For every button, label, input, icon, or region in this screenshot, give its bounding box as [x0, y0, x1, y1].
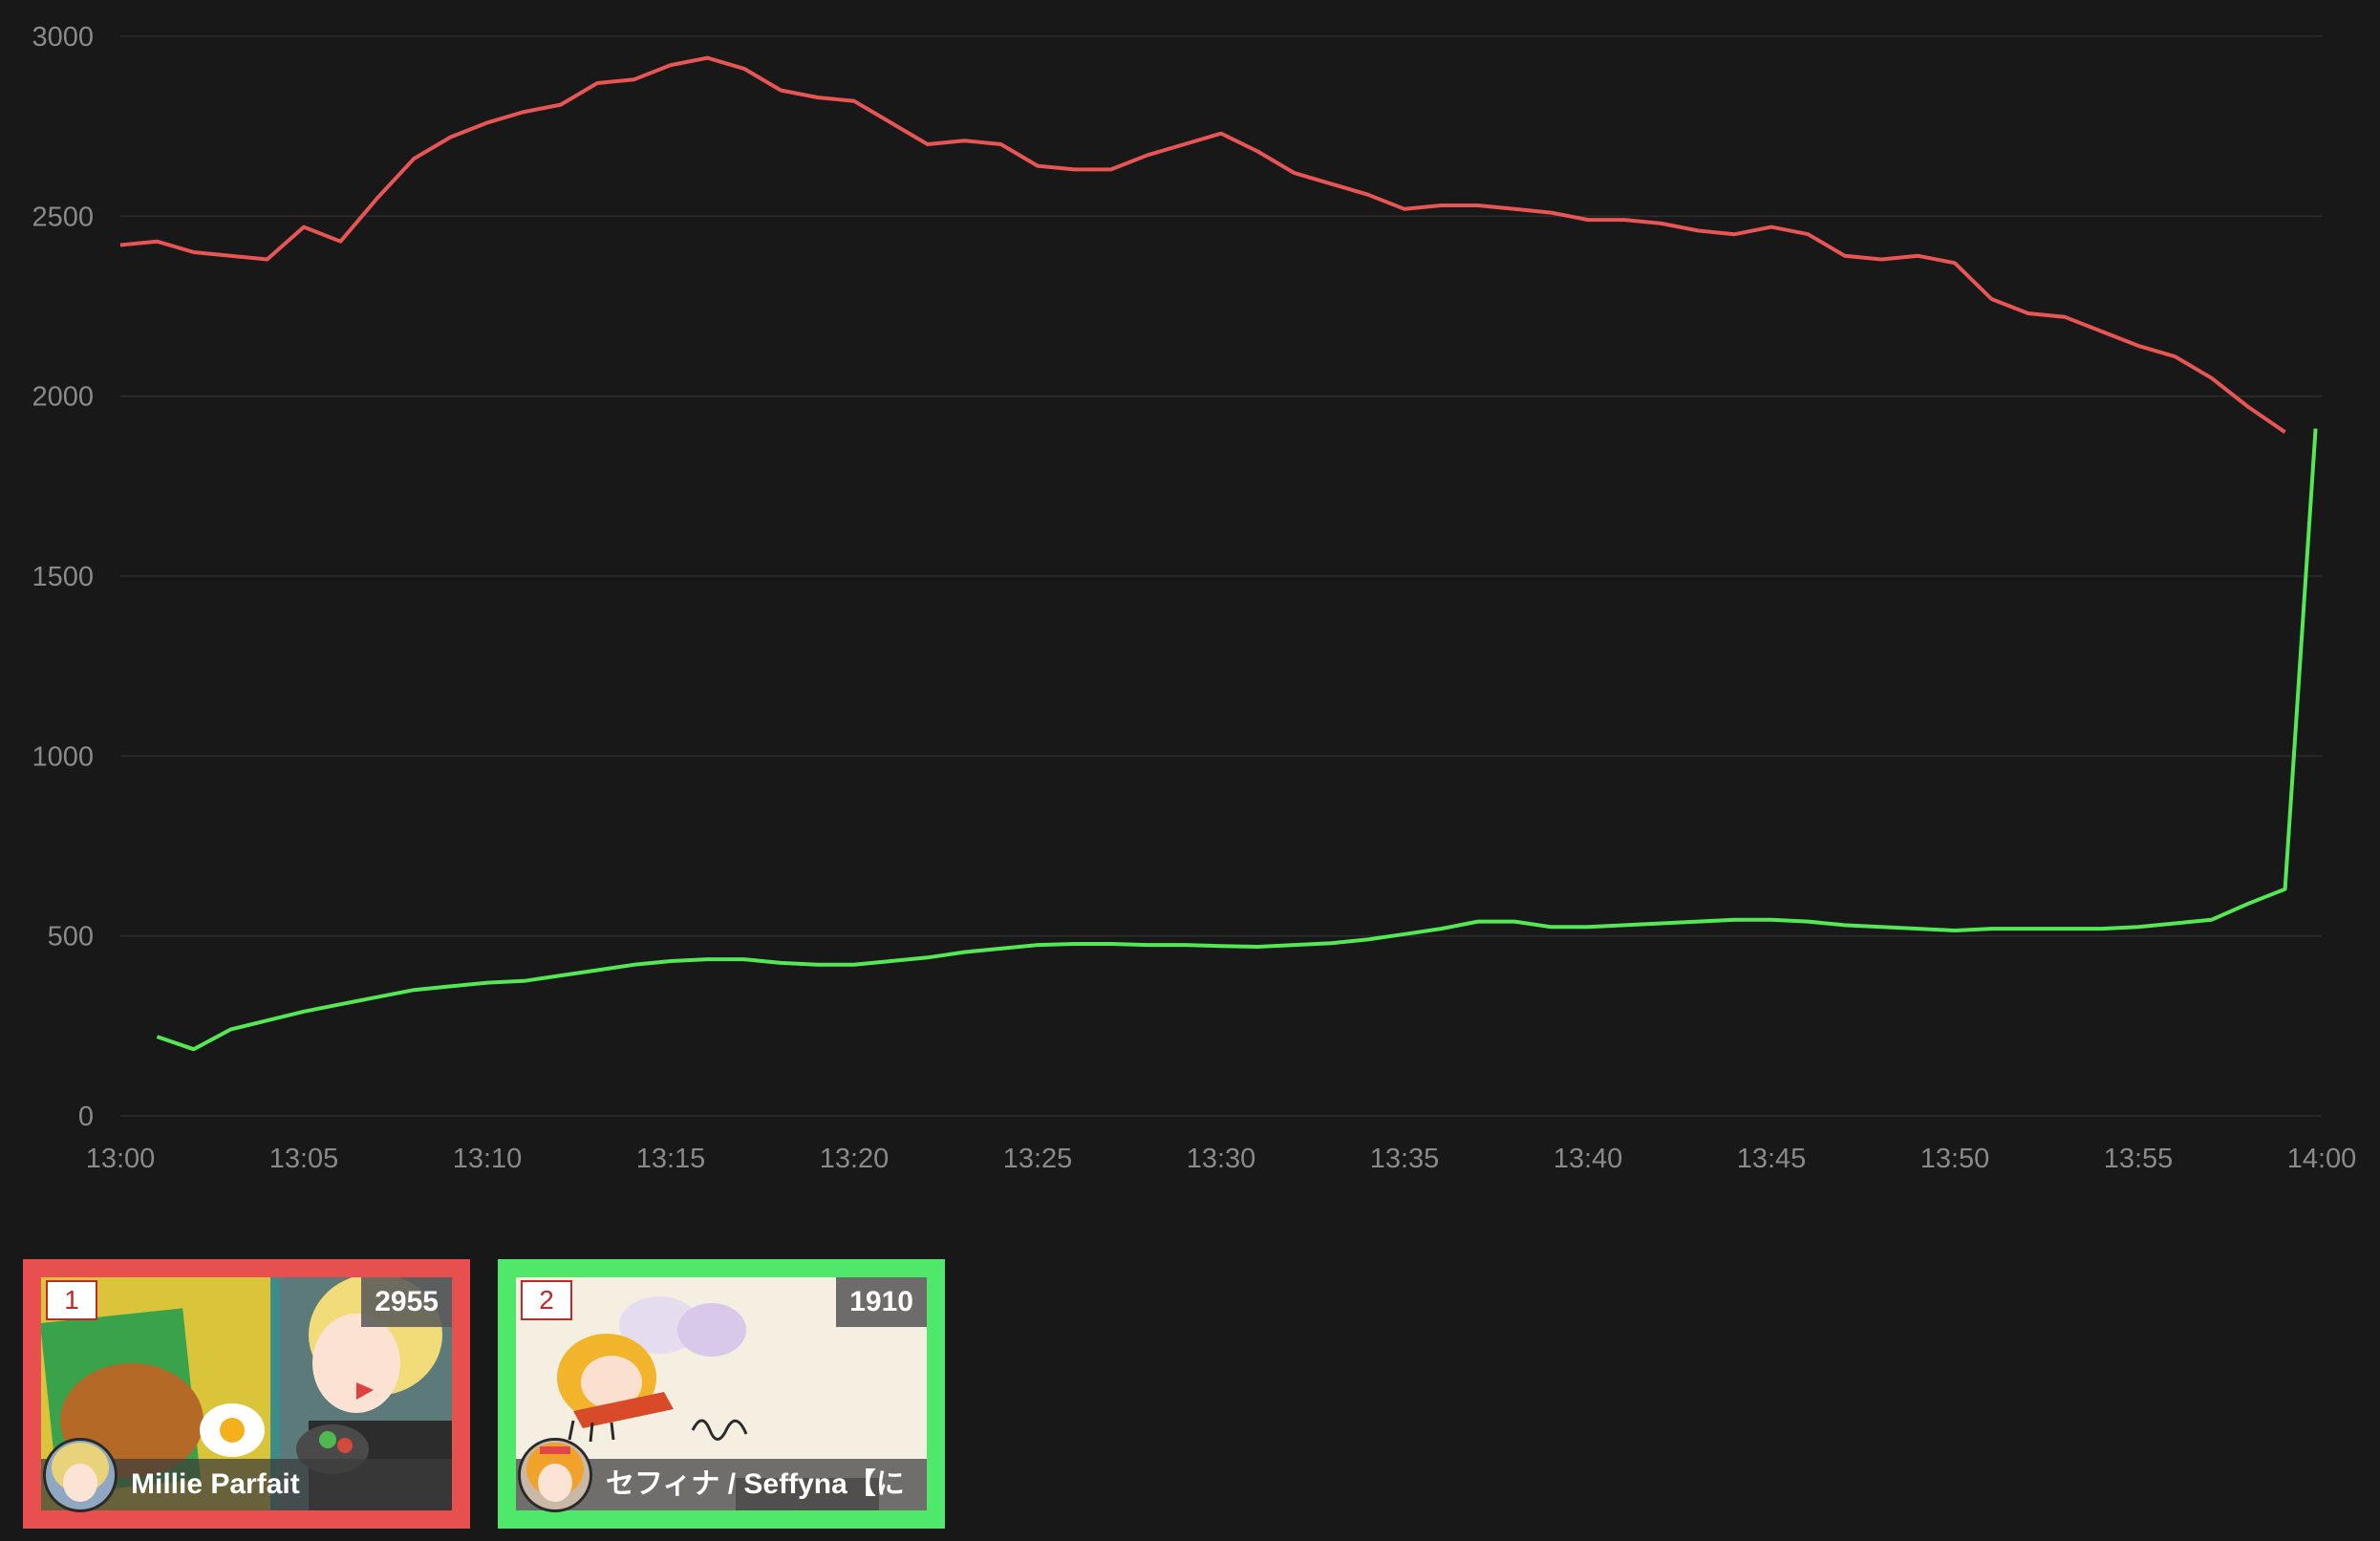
stream-card-1[interactable]: 1 2955 Millie Parfait — [23, 1259, 470, 1529]
stream-card-2[interactable]: 2 1910 セフィナ / Seffyna【に — [498, 1259, 945, 1529]
rank-badge: 1 — [46, 1280, 97, 1320]
rank-badge: 2 — [521, 1280, 572, 1320]
y-tick-label: 1000 — [32, 741, 94, 772]
channel-avatar — [43, 1438, 118, 1512]
y-tick-label: 1500 — [32, 562, 94, 592]
grid-lines — [120, 35, 2322, 1117]
channel-name-bar: セフィナ / Seffyna【に — [516, 1438, 927, 1512]
x-tick-label: 13:20 — [820, 1144, 890, 1174]
y-tick-label: 500 — [48, 922, 94, 952]
x-tick-label: 13:50 — [1920, 1144, 1990, 1174]
x-tick-label: 13:05 — [269, 1144, 339, 1174]
series-line-1 — [119, 55, 2286, 434]
viewer-count-badge: 2955 — [361, 1277, 452, 1327]
viewer-line-chart: 0 500 1000 1500 2000 2500 3000 13:00 13:05 13:10… — [32, 22, 2357, 1174]
x-axis-ticks: 13:00 13:05 13:10 13:15 13:20 13:25 13:30 13:35… — [86, 1144, 2357, 1174]
x-tick-label: 13:00 — [86, 1144, 156, 1174]
x-tick-label: 14:00 — [2287, 1144, 2357, 1174]
x-tick-label: 13:35 — [1370, 1144, 1440, 1174]
channel-name: Millie Parfait — [131, 1468, 300, 1500]
x-tick-label: 13:45 — [1737, 1144, 1807, 1174]
channel-name-bar: Millie Parfait — [41, 1438, 452, 1512]
y-axis-ticks: 0 500 1000 1500 2000 2500 3000 — [32, 22, 94, 1132]
y-tick-label: 3000 — [32, 22, 94, 53]
y-tick-label: 2500 — [32, 202, 94, 232]
channel-name: セフィナ / Seffyna【に — [606, 1468, 905, 1500]
series-lines — [119, 55, 2318, 1052]
x-tick-label: 13:55 — [2104, 1144, 2174, 1174]
x-tick-label: 13:10 — [453, 1144, 523, 1174]
y-tick-label: 0 — [78, 1102, 94, 1132]
x-tick-label: 13:40 — [1554, 1144, 1623, 1174]
x-tick-label: 13:25 — [1003, 1144, 1073, 1174]
x-tick-label: 13:15 — [636, 1144, 706, 1174]
channel-avatar — [518, 1438, 592, 1512]
series-line-2 — [156, 428, 2318, 1052]
x-tick-label: 13:30 — [1187, 1144, 1256, 1174]
viewer-count-badge: 1910 — [836, 1277, 927, 1327]
y-tick-label: 2000 — [32, 382, 94, 413]
